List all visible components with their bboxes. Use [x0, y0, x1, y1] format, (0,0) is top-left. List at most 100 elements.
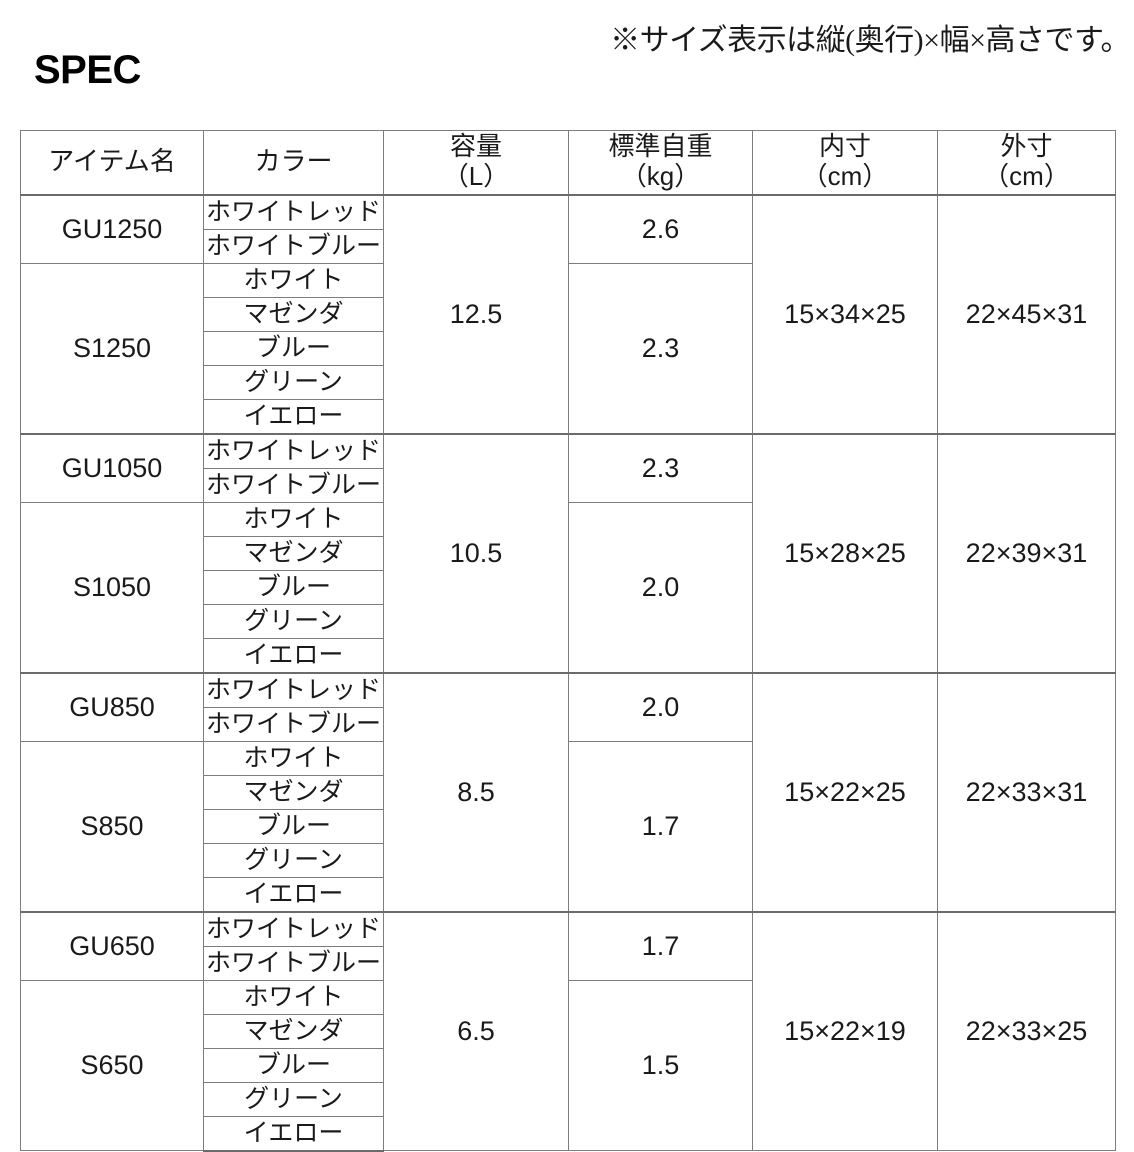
table-body: GU1250 ホワイトレッド 12.5 2.6 15×34×25 22×45×31 ホワイト…	[20, 193, 1116, 1152]
table-row: S1050 ホワイト 2.0	[20, 501, 1116, 673]
column-header-inner: 内寸 （cm）	[752, 130, 938, 195]
cell-item-name: S650	[20, 979, 204, 1151]
cell-weight: 2.6	[568, 193, 753, 264]
cell-color: ホワイト	[203, 262, 384, 298]
cell-color: グリーン	[203, 603, 384, 639]
table-row: GU1050 ホワイトレッド 10.5 2.3 15×28×25 22×39×31	[20, 432, 1116, 673]
cell-color: ブルー	[203, 330, 384, 366]
cell-color: ホワイトレッド	[203, 193, 384, 230]
column-header-inner-label: 内寸	[818, 131, 871, 162]
cell-color: ホワイトブルー	[203, 228, 384, 264]
cell-color: イエロー	[203, 1115, 384, 1152]
column-header-color-label: カラー	[254, 146, 333, 177]
table-row: マゼンダ	[21, 296, 1116, 332]
table-header-row: アイテム名 カラー 容量 （L） 標準自重 （kg） 内寸	[20, 130, 1116, 195]
column-header-outer-unit: （cm）	[983, 161, 1070, 192]
column-header-color: カラー	[203, 130, 384, 195]
column-header-inner-unit: （cm）	[801, 161, 889, 192]
cell-item-name: S1250	[20, 262, 204, 434]
table-row: GU1250 ホワイトレッド 12.5 2.6 15×34×25 22×45×31	[20, 193, 1116, 434]
table-row: グリーン	[21, 842, 1116, 878]
table-row: マゼンダ	[21, 774, 1116, 810]
table-row: ブルー	[21, 808, 1116, 844]
cell-weight: 2.3	[568, 262, 753, 434]
cell-item-name: S1050	[20, 501, 204, 673]
cell-color: マゼンダ	[203, 1013, 384, 1049]
cell-color: ホワイトレッド	[203, 910, 384, 947]
cell-inner-dimensions: 15×34×25	[752, 193, 938, 434]
cell-weight: 1.7	[568, 740, 753, 912]
cell-weight: 2.0	[568, 671, 753, 742]
cell-item-name: S850	[20, 740, 204, 912]
cell-outer-dimensions: 22×45×31	[937, 193, 1116, 434]
cell-capacity: 8.5	[383, 671, 569, 912]
column-header-item: アイテム名	[20, 130, 204, 195]
cell-color: イエロー	[203, 876, 384, 912]
table-row: ブルー	[21, 1047, 1116, 1083]
cell-outer-dimensions: 22×33×25	[937, 910, 1116, 1151]
cell-weight: 1.5	[568, 979, 753, 1151]
column-header-capacity-unit: （L）	[442, 161, 510, 192]
cell-color: グリーン	[203, 364, 384, 400]
cell-capacity: 6.5	[383, 910, 569, 1151]
cell-color: ホワイト	[203, 979, 384, 1015]
column-header-outer-label: 外寸	[1000, 131, 1053, 162]
table-row: マゼンダ	[21, 535, 1116, 571]
cell-color: マゼンダ	[203, 774, 384, 810]
table-row: ホワイトブルー	[21, 945, 1116, 981]
table-row: イエロー	[21, 398, 1116, 434]
cell-color: グリーン	[203, 1081, 384, 1117]
table-row: GU850 ホワイトレッド 8.5 2.0 15×22×25 22×33×31	[20, 671, 1116, 912]
cell-color: マゼンダ	[203, 535, 384, 571]
spec-table-container: アイテム名 カラー 容量 （L） 標準自重 （kg） 内寸	[20, 130, 1116, 1152]
cell-color: マゼンダ	[203, 296, 384, 332]
cell-item-name: GU850	[20, 671, 204, 742]
column-header-item-label: アイテム名	[48, 146, 176, 177]
cell-color: ホワイトブルー	[203, 467, 384, 503]
table-row: マゼンダ	[21, 1013, 1116, 1049]
cell-outer-dimensions: 22×39×31	[937, 432, 1116, 673]
cell-weight: 2.0	[568, 501, 753, 673]
table-header: アイテム名 カラー 容量 （L） 標準自重 （kg） 内寸	[20, 130, 1116, 195]
cell-color: ホワイトブルー	[203, 945, 384, 981]
column-header-capacity: 容量 （L）	[383, 130, 569, 195]
table-row: グリーン	[21, 1081, 1116, 1117]
table-row: S1250 ホワイト 2.3	[20, 262, 1116, 434]
cell-capacity: 12.5	[383, 193, 569, 434]
column-header-weight-label: 標準自重	[608, 131, 713, 162]
cell-color: ブルー	[203, 569, 384, 605]
column-header-outer: 外寸 （cm）	[937, 130, 1116, 195]
cell-color: ブルー	[203, 1047, 384, 1083]
table-row: ブルー	[21, 569, 1116, 605]
column-header-weight-unit: （kg）	[620, 161, 701, 192]
spec-table: アイテム名 カラー 容量 （L） 標準自重 （kg） 内寸	[20, 130, 1116, 1152]
cell-color: グリーン	[203, 842, 384, 878]
cell-outer-dimensions: 22×33×31	[937, 671, 1116, 912]
cell-color: ブルー	[203, 808, 384, 844]
page-title: SPEC	[34, 48, 141, 92]
cell-inner-dimensions: 15×22×19	[752, 910, 938, 1151]
cell-color: イエロー	[203, 398, 384, 434]
cell-color: ホワイト	[203, 501, 384, 537]
cell-inner-dimensions: 15×22×25	[752, 671, 938, 912]
column-header-weight: 標準自重 （kg）	[568, 130, 753, 195]
table-row: ホワイトブルー	[21, 467, 1116, 503]
table-row: S650 ホワイト 1.5	[20, 979, 1116, 1151]
cell-color: ホワイトレッド	[203, 432, 384, 469]
table-row: グリーン	[21, 364, 1116, 400]
table-row: S850 ホワイト 1.7	[20, 740, 1116, 912]
cell-item-name: GU1050	[20, 432, 204, 503]
table-row: イエロー	[21, 876, 1116, 912]
table-row: グリーン	[21, 603, 1116, 639]
table-row: GU650 ホワイトレッド 6.5 1.7 15×22×19 22×33×25	[20, 910, 1116, 1151]
table-row: ホワイトブルー	[21, 228, 1116, 264]
cell-item-name: GU1250	[20, 193, 204, 264]
table-row: イエロー	[21, 637, 1116, 673]
cell-color: イエロー	[203, 637, 384, 673]
cell-color: ホワイトブルー	[203, 706, 384, 742]
cell-color: ホワイトレッド	[203, 671, 384, 708]
cell-color: ホワイト	[203, 740, 384, 776]
table-row: ブルー	[21, 330, 1116, 366]
cell-item-name: GU650	[20, 910, 204, 981]
